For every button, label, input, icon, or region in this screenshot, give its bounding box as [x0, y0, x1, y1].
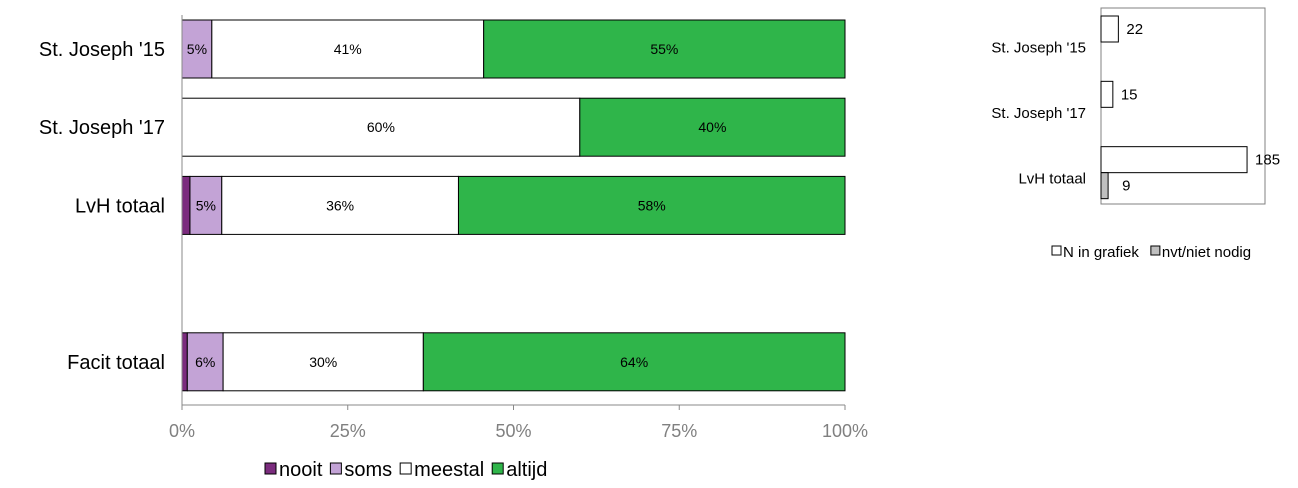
bar-meestal-2 — [221, 175, 459, 235]
legend-swatch-soms — [329, 462, 342, 475]
bar-nooit-2 — [181, 175, 191, 235]
x-tick-label-1: 25% — [330, 421, 366, 441]
legend-swatch-meestal — [399, 462, 412, 475]
bar-meestal-0 — [211, 19, 485, 79]
main-category-labels: St. Joseph '15 St. Joseph '17 LvH totaal Fa… — [39, 39, 165, 374]
bar-altijd-1 — [579, 97, 846, 157]
data-label-meestal-4: 30% — [309, 354, 337, 370]
x-tick-label-2: 50% — [495, 421, 531, 441]
side-bar-n-in-grafiek-2 — [1100, 146, 1248, 174]
data-label-soms-4: 6% — [195, 354, 215, 370]
data-label-meestal-1: 60% — [367, 119, 395, 135]
bar-soms-4 — [186, 332, 224, 392]
side-legend-label-n-in-grafiek: N in grafiek — [1063, 244, 1139, 261]
side-data-label-n-in-grafiek-0: 22 — [1126, 21, 1143, 38]
legend-label-altijd: altijd — [506, 459, 547, 481]
legend-swatch-nooit — [264, 462, 277, 475]
main-bars: 5% 41% 55% 60% 40% 5% 36% 58% 6% 30% 64% — [181, 19, 846, 392]
side-data-label-nvt-niet-nodig-2: 9 — [1122, 178, 1130, 195]
data-label-altijd-0: 55% — [650, 41, 678, 57]
category-label-facit-totaal: Facit totaal — [67, 352, 165, 374]
category-label-lvh-totaal: LvH totaal — [75, 195, 165, 217]
side-legend: N in grafiek nvt/niet nodig — [1051, 244, 1251, 261]
bar-meestal-1 — [181, 97, 581, 157]
bar-altijd-4 — [422, 332, 846, 392]
side-legend-swatch-n-in-grafiek — [1051, 245, 1062, 256]
data-label-soms-0: 5% — [187, 41, 207, 57]
data-label-altijd-2: 58% — [638, 197, 666, 213]
stacked-percent-bar-chart: 5% 41% 55% 60% 40% 5% 36% 58% 6% 30% 64% St. Josep… — [39, 15, 868, 481]
side-bars: 22 15 185 9 — [1100, 15, 1280, 200]
side-bar-n-in-grafiek-0 — [1100, 15, 1119, 43]
data-label-altijd-4: 64% — [620, 354, 648, 370]
bar-altijd-2 — [457, 175, 846, 235]
sample-size-bar-chart: 22 15 185 9 St. Joseph '15 St. Joseph '17 LvH… — [991, 7, 1280, 261]
legend-swatch-altijd — [491, 462, 504, 475]
side-bar-nvt-niet-nodig-2 — [1100, 172, 1109, 200]
side-data-label-n-in-grafiek-1: 15 — [1121, 86, 1138, 103]
bar-altijd-0 — [483, 19, 846, 79]
x-tick-label-3: 75% — [661, 421, 697, 441]
bar-nooit-4 — [181, 332, 188, 392]
x-tick-label-0: 0% — [169, 421, 195, 441]
legend-label-nooit: nooit — [279, 459, 323, 481]
data-label-meestal-0: 41% — [334, 41, 362, 57]
side-legend-swatch-nvt-niet-nodig — [1150, 245, 1161, 256]
side-category-label-st-joseph-15: St. Joseph '15 — [991, 40, 1086, 57]
side-bar-n-in-grafiek-1 — [1100, 80, 1114, 108]
data-label-altijd-1: 40% — [698, 119, 726, 135]
x-tick-label-4: 100% — [822, 421, 868, 441]
bar-meestal-4 — [222, 332, 424, 392]
side-data-label-n-in-grafiek-2: 185 — [1255, 152, 1280, 169]
side-legend-label-nvt-niet-nodig: nvt/niet nodig — [1162, 244, 1251, 261]
side-category-labels: St. Joseph '15 St. Joseph '17 LvH totaal — [991, 40, 1086, 188]
category-label-st-joseph-15: St. Joseph '15 — [39, 39, 165, 61]
side-category-label-lvh-totaal: LvH totaal — [1018, 170, 1086, 187]
bar-soms-2 — [189, 175, 223, 235]
main-legend: nooit soms meestal altijd — [264, 459, 547, 481]
main-x-tick-labels: 0% 25% 50% 75% 100% — [169, 405, 868, 441]
legend-label-soms: soms — [344, 459, 392, 481]
side-category-label-st-joseph-17: St. Joseph '17 — [991, 105, 1086, 122]
data-label-soms-2: 5% — [196, 197, 216, 213]
data-label-meestal-2: 36% — [326, 197, 354, 213]
legend-label-meestal: meestal — [414, 459, 484, 481]
category-label-st-joseph-17: St. Joseph '17 — [39, 117, 165, 139]
